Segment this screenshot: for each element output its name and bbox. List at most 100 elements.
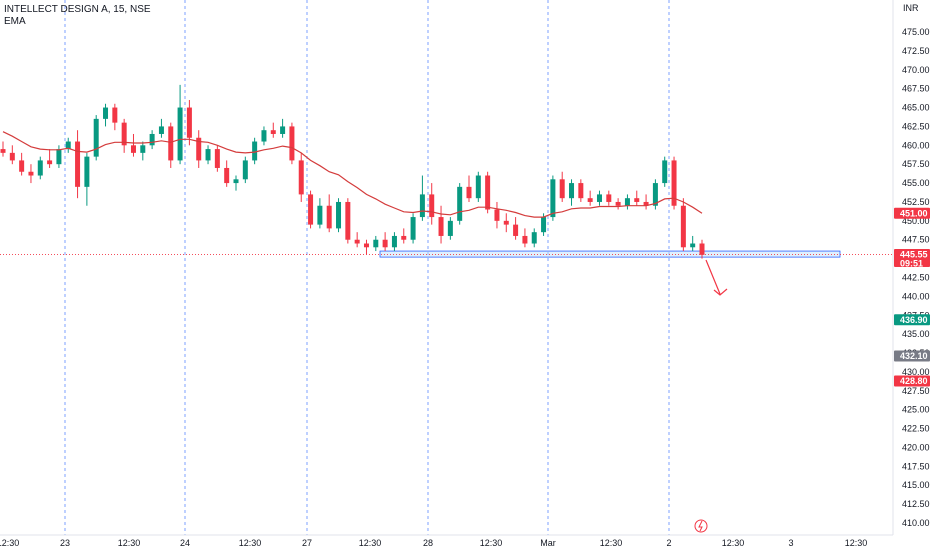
candle-body	[168, 126, 174, 161]
y-tick-label: 465.00	[902, 103, 930, 113]
y-tick-label: 442.50	[902, 273, 930, 283]
candle-body	[559, 179, 565, 199]
candle-body	[634, 198, 640, 202]
y-tick-label: 420.00	[902, 442, 930, 452]
candle-body	[28, 171, 34, 176]
candle-body	[233, 179, 239, 184]
y-tick-label: 410.00	[902, 518, 930, 528]
candle-body	[130, 145, 136, 153]
candle-body	[65, 141, 71, 150]
candle-body	[363, 243, 369, 248]
candle-body	[503, 220, 509, 225]
candle-body	[224, 167, 230, 184]
y-tick-label: 422.50	[902, 424, 930, 434]
y-tick-label: 415.00	[902, 480, 930, 490]
currency-label: INR	[903, 3, 919, 13]
price-badge	[894, 248, 930, 267]
x-tick-label: 24	[180, 538, 190, 548]
candle-body	[280, 126, 286, 134]
price-badge-time: 09:51	[900, 258, 923, 268]
candle-body	[270, 130, 276, 134]
candle-body	[149, 133, 155, 146]
candle-body	[457, 186, 463, 221]
candle-body	[196, 137, 202, 161]
y-tick-label: 425.00	[902, 405, 930, 415]
candle-body	[121, 122, 127, 146]
price-badge	[894, 375, 930, 387]
y-tick-label: 455.00	[902, 178, 930, 188]
price-axis-bg	[893, 0, 932, 550]
candle-body	[699, 243, 705, 255]
x-tick-label: 12:30	[845, 538, 868, 548]
y-tick-label: 467.50	[902, 84, 930, 94]
y-tick-label: 430.00	[902, 367, 930, 377]
price-badge-label: 428.80	[900, 376, 928, 386]
price-axis: INR 475.00 472.50 470.00 467.50 465.00 462.50 4…	[892, 0, 932, 550]
candle-body	[475, 175, 481, 199]
candle-body	[326, 205, 332, 229]
candle-body	[205, 149, 211, 161]
candle-body	[382, 239, 388, 248]
y-tick-label: 447.50	[902, 235, 930, 245]
candle-body	[513, 224, 519, 236]
candle-body	[158, 126, 164, 134]
candle-body	[578, 183, 584, 199]
candle-body	[56, 149, 62, 165]
session-dividers	[64, 0, 670, 535]
candle-body	[177, 107, 183, 161]
candle-body	[252, 141, 258, 161]
candle-body	[242, 160, 248, 180]
candle-body	[9, 152, 15, 161]
candle-body	[652, 183, 658, 206]
candle-body	[419, 194, 425, 218]
candle-body	[624, 198, 630, 206]
candle-body	[485, 175, 491, 210]
lightning-icon-bolt	[698, 520, 703, 532]
candle-body	[75, 141, 81, 187]
time-axis: 12:302312:302412:302712:302812:30Mar12:3…	[0, 534, 893, 548]
candle-body	[47, 160, 53, 165]
lightning-icon	[694, 519, 708, 533]
y-tick-label: 452.50	[902, 197, 930, 207]
candle-body	[550, 179, 556, 218]
candle-body	[214, 149, 220, 168]
price-badge-label: 451.00	[900, 208, 928, 218]
symbol-title: INTELLECT DESIGN A, 15, NSE	[4, 4, 151, 15]
candle-body	[531, 232, 537, 244]
x-tick-label: 28	[423, 538, 433, 548]
x-tick-label: Mar	[540, 538, 556, 548]
x-tick-label: 12:30	[480, 538, 503, 548]
y-tick-label: 427.50	[902, 386, 930, 396]
arrow-head	[713, 288, 728, 296]
candle-body	[19, 160, 25, 172]
candle-body	[93, 118, 99, 157]
y-tick-label: 417.50	[902, 461, 930, 471]
candle-body	[336, 201, 342, 229]
price-badge-label: 436.90	[900, 315, 928, 325]
y-tick-label: 470.00	[902, 65, 930, 75]
candle-body	[606, 194, 612, 202]
price-badge	[894, 350, 930, 362]
x-tick-label: 23	[60, 538, 70, 548]
candle-body	[410, 217, 416, 240]
candle-body	[429, 194, 435, 218]
candle-body	[596, 194, 602, 202]
x-tick-label: 12:30	[239, 538, 262, 548]
candle-body	[587, 198, 593, 202]
y-tick-label: 462.50	[902, 121, 930, 131]
candle-body	[354, 239, 360, 244]
candle-body	[438, 217, 444, 236]
candle-body	[541, 217, 547, 233]
candle-body	[680, 205, 686, 248]
candle-body	[298, 160, 304, 195]
candle-body	[317, 205, 323, 225]
x-tick-label: 12:30	[0, 538, 19, 548]
candle-body	[140, 145, 146, 153]
candle-body	[345, 201, 351, 240]
x-tick-label: 3	[788, 538, 793, 548]
candlestick-series	[0, 84, 705, 259]
price-badge	[894, 314, 930, 326]
x-tick-label: 12:30	[600, 538, 623, 548]
